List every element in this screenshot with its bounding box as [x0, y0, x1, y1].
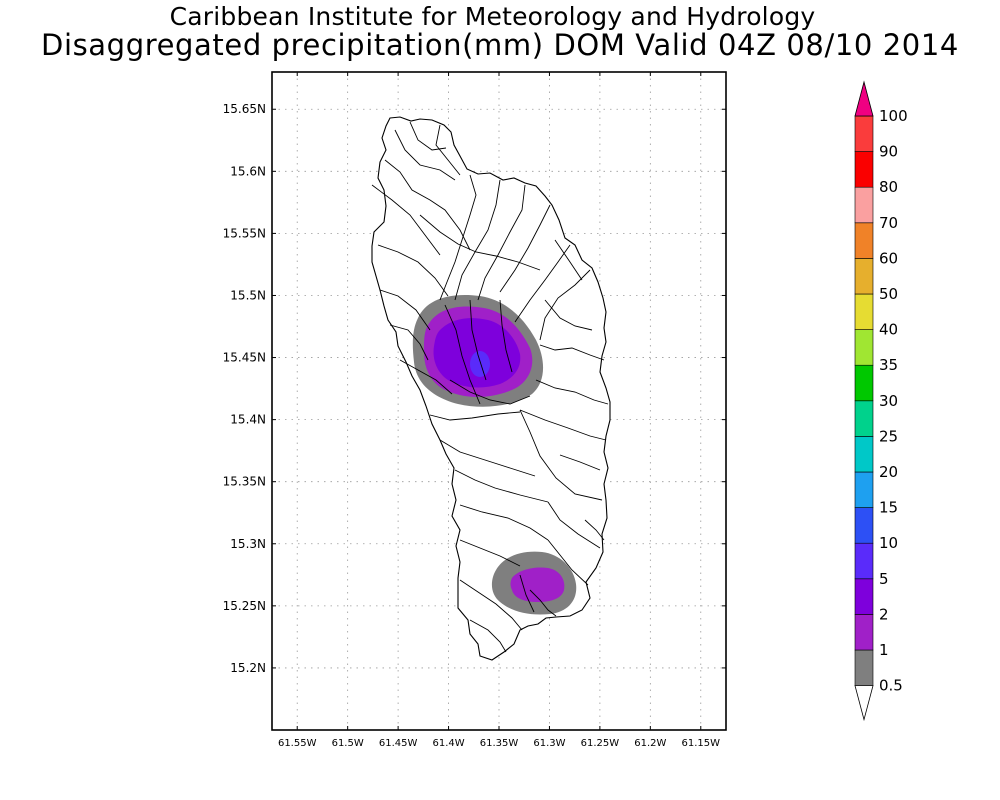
- colorbar-swatch: [854, 614, 874, 651]
- lon-tick-label: 61.3W: [533, 738, 565, 749]
- colorbar-swatch: [854, 436, 874, 473]
- river-network: [371, 121, 609, 653]
- lat-tick-label: 15.5N: [230, 288, 266, 302]
- colorbar-level-label: 100: [879, 107, 908, 125]
- colorbar-arrow-low: [854, 685, 874, 722]
- graticule: [272, 72, 726, 730]
- colorbar-level-label: 1: [879, 641, 889, 659]
- lon-tick-label: 61.25W: [581, 738, 620, 749]
- colorbar-swatch: [854, 293, 874, 330]
- colorbar-level-label: 60: [879, 249, 898, 267]
- colorbar-level-label: 30: [879, 392, 898, 410]
- lat-tick-label: 15.4N: [230, 413, 266, 427]
- colorbar-level-label: 90: [879, 143, 898, 161]
- precip-area-central: [412, 294, 544, 407]
- colorbar-swatch: [854, 471, 874, 508]
- colorbar-swatch: [854, 258, 874, 295]
- longitude-labels: 61.55W 61.5W 61.45W 61.4W 61.35W 61.3W 61.25W 6…: [278, 738, 720, 749]
- colorbar-arrow-high: [854, 80, 874, 117]
- colorbar-swatch: [854, 329, 874, 366]
- colorbar-level-label: 15: [879, 499, 898, 517]
- colorbar-swatch: [854, 649, 874, 686]
- product-title: Disaggregated precipitation(mm) DOM Vali…: [41, 28, 959, 62]
- colorbar-swatch: [854, 364, 874, 402]
- lat-tick-label: 15.3N: [230, 537, 266, 551]
- colorbar-level-label: 2: [879, 605, 889, 623]
- colorbar-level-label: 35: [879, 356, 898, 374]
- lat-tick-label: 15.45N: [223, 351, 266, 365]
- colorbar-level-label: 10: [879, 534, 898, 552]
- colorbar-swatch: [854, 115, 874, 152]
- colorbar-level-label: 0.5: [879, 677, 903, 695]
- colorbar-swatch: [854, 186, 874, 224]
- colorbar-swatch: [854, 578, 874, 615]
- precip-area-south: [491, 551, 577, 615]
- lon-tick-label: 61.55W: [278, 738, 317, 749]
- lat-tick-label: 15.65N: [223, 102, 266, 116]
- lat-tick-label: 15.35N: [223, 475, 266, 489]
- colorbar-level-label: 25: [879, 427, 898, 445]
- lon-tick-label: 61.5W: [332, 738, 364, 749]
- colorbar-swatch: [854, 151, 874, 188]
- colorbar-swatch: [854, 507, 874, 544]
- colorbar-swatch: [854, 542, 874, 580]
- colorbar-level-label: 80: [879, 178, 898, 196]
- colorbar-swatch: [854, 400, 874, 437]
- lon-tick-label: 61.35W: [480, 738, 519, 749]
- lat-tick-label: 15.2N: [230, 661, 266, 675]
- lat-tick-label: 15.6N: [230, 164, 266, 178]
- colorbar-level-label: 50: [879, 285, 898, 303]
- lat-tick-label: 15.55N: [223, 226, 266, 240]
- colorbar-level-label: 70: [879, 214, 898, 232]
- lon-tick-label: 61.4W: [432, 738, 464, 749]
- colorbar-level-label: 40: [879, 321, 898, 339]
- colorbar-level-label: 5: [879, 570, 889, 588]
- lat-tick-label: 15.25N: [223, 599, 266, 613]
- latitude-labels: 15.2N 15.25N 15.3N 15.35N 15.4N 15.45N 15.5N 15…: [223, 102, 266, 675]
- lon-tick-label: 61.15W: [682, 738, 721, 749]
- colorbar-swatch: [854, 222, 874, 259]
- lon-tick-label: 61.45W: [379, 738, 418, 749]
- institute-title: Caribbean Institute for Meteorology and …: [169, 2, 816, 31]
- lon-tick-label: 61.2W: [634, 738, 666, 749]
- colorbar-level-label: 20: [879, 463, 898, 481]
